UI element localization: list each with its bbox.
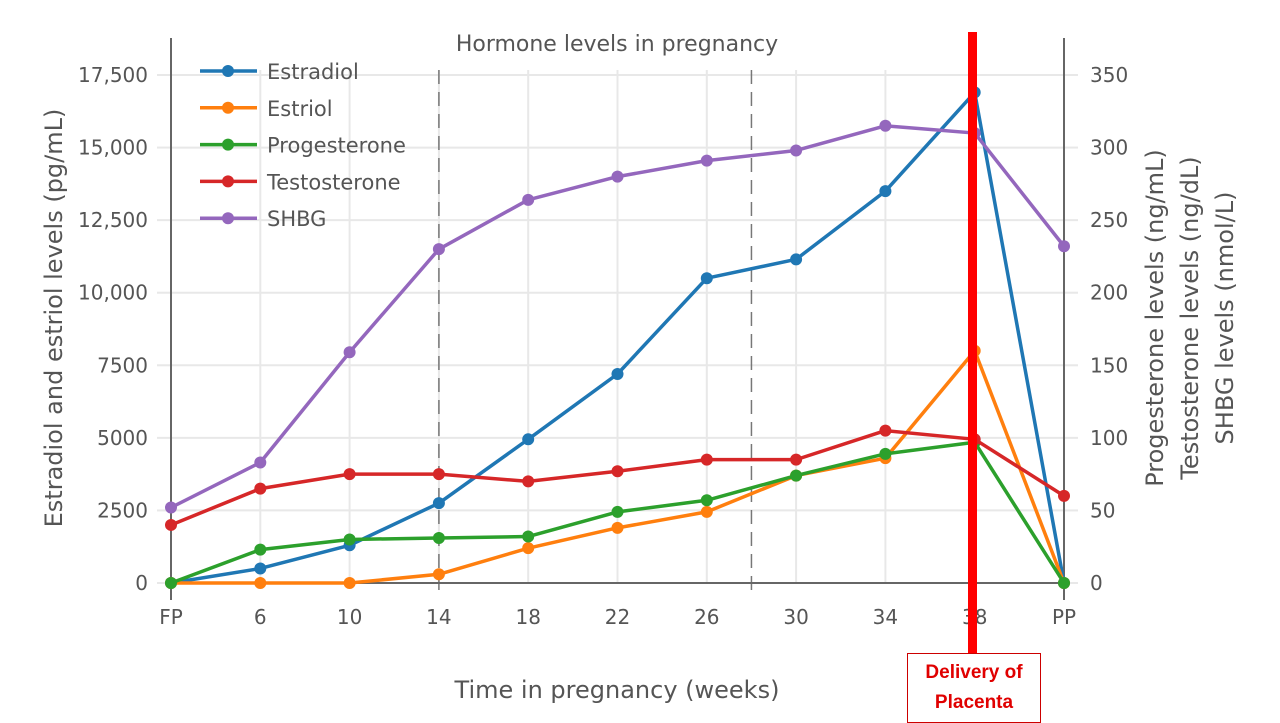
x-tick-label: FP <box>159 605 183 629</box>
grid <box>171 70 1064 598</box>
legend-label-shbg: SHBG <box>267 207 326 231</box>
legend-label-progesterone: Progesterone <box>267 134 406 158</box>
data-point-estradiol <box>700 272 713 285</box>
data-point-shbg <box>700 154 713 167</box>
y-left-tick-label: 2500 <box>97 498 148 522</box>
x-tick-label: PP <box>1052 605 1076 629</box>
data-point-progesterone <box>1058 577 1070 589</box>
x-tick-label: 26 <box>694 605 719 629</box>
legend-label-estriol: Estriol <box>267 97 333 121</box>
data-point-shbg <box>254 456 267 469</box>
legend-marker-progesterone <box>222 138 234 151</box>
legend-marker-testosterone <box>222 175 234 188</box>
x-tick-label: 14 <box>426 605 451 629</box>
data-point-progesterone <box>790 469 803 482</box>
y-left-tick-label: 15,000 <box>78 136 148 160</box>
data-point-progesterone <box>611 505 624 518</box>
data-point-estriol <box>611 521 624 534</box>
y-right-tick-label: 350 <box>1090 63 1128 87</box>
data-point-shbg <box>879 119 892 132</box>
data-point-estradiol <box>790 253 803 266</box>
chart-title: Hormone levels in pregnancy <box>456 32 778 57</box>
y-right-tick-label: 0 <box>1090 571 1103 595</box>
data-point-shbg <box>790 144 803 157</box>
data-point-estriol <box>343 577 356 589</box>
data-point-testosterone <box>700 453 713 466</box>
data-point-estradiol <box>254 562 267 575</box>
x-tick-label: 30 <box>783 605 808 629</box>
data-point-estradiol <box>611 367 624 380</box>
y-right-tick-label: 300 <box>1090 136 1128 160</box>
data-point-progesterone <box>522 530 535 543</box>
callout-line-2: Placenta <box>934 692 1014 713</box>
data-point-progesterone <box>879 447 892 460</box>
y-right-tick-label: 150 <box>1090 353 1128 377</box>
placenta-callout: Delivery of Placenta <box>907 653 1041 723</box>
x-tick-label: 22 <box>605 605 630 629</box>
x-tick-label: 6 <box>254 605 267 629</box>
data-point-shbg <box>343 346 356 359</box>
x-axis-label: Time in pregnancy (weeks) <box>454 676 780 704</box>
y-left-tick-label: 0 <box>135 571 148 595</box>
data-point-progesterone <box>343 533 356 546</box>
data-point-estriol <box>432 568 445 581</box>
data-point-estradiol <box>522 433 535 446</box>
data-point-estradiol <box>879 185 892 198</box>
data-point-shbg <box>432 243 445 256</box>
legend-marker-estriol <box>222 101 234 114</box>
placenta-delivery-line <box>968 32 977 654</box>
data-point-progesterone <box>700 494 713 507</box>
data-point-shbg <box>522 193 535 206</box>
data-point-testosterone <box>432 468 445 481</box>
legend: Estradiol Estriol Progesterone Testosterone… <box>200 60 406 231</box>
legend-label-estradiol: Estradiol <box>267 60 359 84</box>
data-point-shbg <box>165 501 177 514</box>
y-right-tick-label: 250 <box>1090 208 1128 232</box>
data-point-testosterone <box>790 453 803 466</box>
x-tick-label: 18 <box>515 605 540 629</box>
data-point-testosterone <box>611 465 624 478</box>
data-point-estriol <box>254 577 267 589</box>
data-point-shbg <box>611 170 624 183</box>
y-left-tick-label: 12,500 <box>78 208 148 232</box>
y-right-tick-label: 200 <box>1090 281 1128 305</box>
data-point-testosterone <box>879 424 892 437</box>
y-axis-right-label-3: SHBG levels (nmol/L) <box>1211 192 1239 445</box>
y-left-tick-label: 17,500 <box>78 63 148 87</box>
y-right-tick-label: 100 <box>1090 426 1128 450</box>
x-tick-label: 34 <box>873 605 898 629</box>
data-point-testosterone <box>254 482 267 495</box>
y-left-tick-label: 10,000 <box>78 281 148 305</box>
callout-line-1: Delivery of <box>925 662 1023 683</box>
data-point-estriol <box>700 505 713 518</box>
data-point-testosterone <box>1058 489 1070 502</box>
legend-label-testosterone: Testosterone <box>266 170 401 194</box>
legend-marker-estradiol <box>222 65 234 77</box>
y-axis-right-label-1: Progesterone levels (ng/mL) <box>1141 149 1169 487</box>
y-right-tick-label: 50 <box>1090 498 1115 522</box>
data-point-testosterone <box>165 518 177 531</box>
data-point-progesterone <box>432 532 445 545</box>
x-tick-label: 10 <box>337 605 362 629</box>
y-left-tick-label: 5000 <box>97 426 148 450</box>
y-axis-right-label-2: Testosterone levels (ng/dL) <box>1176 156 1204 480</box>
data-point-shbg <box>1058 240 1070 253</box>
y-left-tick-label: 7500 <box>97 353 148 377</box>
data-point-progesterone <box>254 543 267 556</box>
data-point-progesterone <box>165 577 177 589</box>
legend-marker-shbg <box>222 212 234 225</box>
data-point-testosterone <box>343 468 356 481</box>
y-axis-left-label: Estradiol and estriol levels (pg/mL) <box>40 109 68 528</box>
data-point-testosterone <box>522 475 535 488</box>
data-point-estriol <box>522 542 535 555</box>
data-point-estradiol <box>432 497 445 510</box>
